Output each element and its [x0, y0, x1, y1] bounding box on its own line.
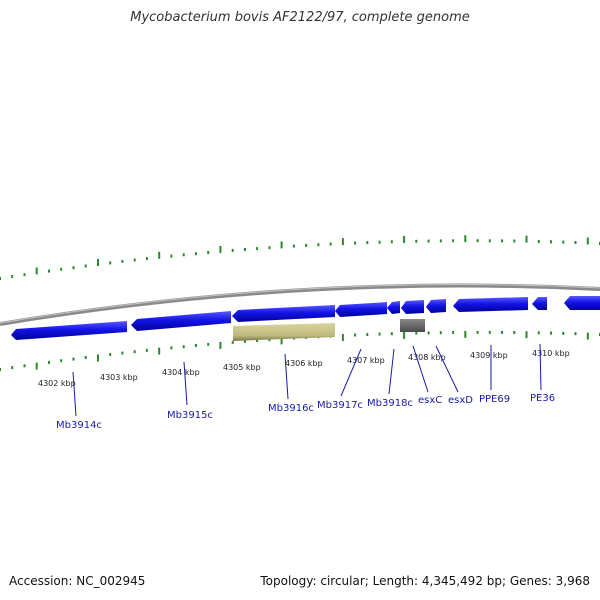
gene-mb3914c-feature[interactable]	[11, 321, 127, 340]
tick-label: 4310 kbp	[532, 349, 570, 358]
outer-scale	[0, 235, 600, 280]
gene-track	[11, 296, 600, 341]
tick-label: 4303 kbp	[100, 373, 138, 382]
tick-label: 4302 kbp	[38, 379, 76, 388]
gene-label-mb3914c[interactable]: Mb3914c	[56, 420, 102, 431]
gene-label-mb3917c[interactable]: Mb3917c	[317, 400, 363, 411]
gene-label-ppe69[interactable]: PPE69	[479, 394, 510, 405]
gene-mb3918c-feature[interactable]	[387, 301, 400, 314]
gene-mb3918c-other-feature[interactable]	[400, 319, 425, 332]
tick-label: 4306 kbp	[285, 359, 323, 368]
gene-leaders	[72, 343, 542, 417]
gene-ppe69-feature[interactable]	[453, 297, 528, 312]
gene-esxd-feature[interactable]	[426, 299, 446, 313]
gene-labels: Mb3914c Mb3915c Mb3916c Mb3917c Mb3918c …	[56, 393, 555, 431]
gene-label-pe36[interactable]: PE36	[530, 393, 555, 404]
gene-label-mb3916c[interactable]: Mb3916c	[268, 403, 314, 414]
gene-mb3916c-feature[interactable]	[232, 305, 335, 322]
map-title: Mycobacterium bovis AF2122/97, complete …	[130, 10, 470, 25]
tick-labels: 4302 kbp 4303 kbp 4304 kbp 4305 kbp 4306…	[38, 349, 570, 388]
gene-pe36-feature[interactable]	[532, 297, 547, 310]
genome-backbone-highlight	[0, 284, 600, 324]
tick-label: 4305 kbp	[223, 363, 261, 372]
gene-mb3915c-feature[interactable]	[131, 311, 231, 331]
gene-mb3917c-feature[interactable]	[335, 302, 387, 317]
genome-backbone	[0, 283, 600, 326]
genome-stats-text: Topology: circular; Length: 4,345,492 bp…	[260, 574, 590, 588]
tick-label: 4304 kbp	[162, 368, 200, 377]
gene-mb3916c-pseudo-feature[interactable]	[233, 323, 335, 341]
gene-next-feature[interactable]	[564, 296, 600, 310]
gene-label-mb3918c[interactable]: Mb3918c	[367, 398, 413, 409]
accession-text: Accession: NC_002945	[9, 574, 146, 588]
gene-label-esxc[interactable]: esxC	[418, 395, 442, 406]
gene-esxc-feature[interactable]	[401, 300, 424, 314]
gene-label-esxd[interactable]: esxD	[448, 395, 473, 406]
gene-label-mb3915c[interactable]: Mb3915c	[167, 410, 213, 421]
tick-label: 4308 kbp	[408, 353, 446, 362]
tick-label: 4307 kbp	[347, 356, 385, 365]
tick-label: 4309 kbp	[470, 351, 508, 360]
